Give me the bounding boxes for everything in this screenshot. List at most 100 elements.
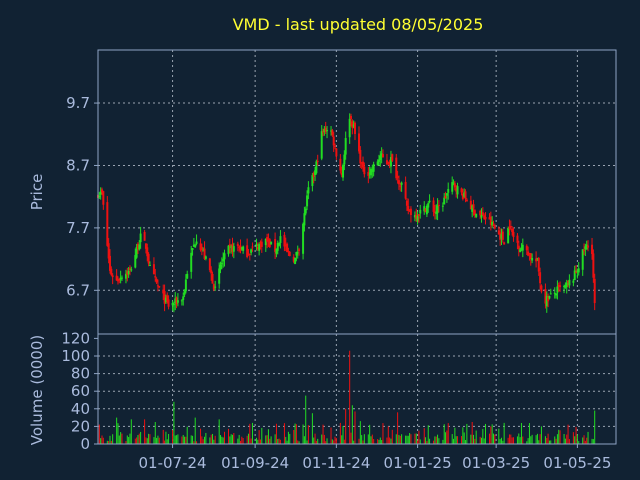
candle-down [527, 251, 530, 256]
candle-down [228, 244, 231, 246]
candle-down [312, 172, 315, 177]
candle-down [231, 243, 234, 252]
candle-up [195, 241, 198, 244]
candle-up [183, 289, 186, 295]
candle-down [415, 214, 418, 219]
candle-up [369, 169, 372, 176]
candle-up [192, 244, 195, 247]
candle-up [172, 304, 175, 306]
candle-up [423, 206, 426, 212]
candle-up [471, 205, 474, 212]
candle-down [444, 196, 447, 199]
volume-bars [97, 350, 596, 444]
candle-down [298, 249, 301, 251]
chart-title: VMD - last updated 08/05/2025 [233, 15, 484, 34]
candle-up [576, 270, 579, 272]
volume-tick-label: 40 [71, 400, 90, 418]
candle-down [316, 160, 319, 162]
candle-down [460, 188, 463, 193]
candle-down [499, 232, 502, 240]
candle-up [456, 186, 459, 195]
candle-up [279, 236, 282, 243]
candle-down [493, 226, 496, 229]
candle-up [164, 297, 167, 303]
candle-down [351, 121, 354, 128]
candle-down [166, 295, 169, 302]
candle-down [397, 180, 400, 185]
candle-up [323, 128, 326, 133]
price-tick-label: 8.7 [66, 156, 90, 174]
candle-down [332, 136, 335, 146]
candle-up [425, 205, 428, 215]
candle-up [98, 196, 101, 198]
candle-up [376, 161, 379, 166]
candle-down [286, 243, 289, 252]
candle-down [203, 248, 206, 259]
x-axis: 01-07-24 01-09-24 01-11-24 01-01-25 01-03-25… [139, 444, 611, 472]
volume-axis-label: Volume (0000) [28, 335, 46, 445]
candle-up [443, 197, 446, 205]
candle-down [324, 127, 327, 132]
candle-up [507, 227, 510, 244]
candle-down [284, 244, 287, 246]
candle-down [453, 183, 456, 188]
candle-down [100, 189, 103, 193]
candle-down [162, 289, 165, 294]
candle-up [416, 216, 419, 222]
volume-grid [98, 334, 616, 444]
candle-down [492, 224, 495, 227]
candle-down [405, 200, 408, 206]
candle-up [296, 252, 299, 254]
candle-up [441, 205, 444, 207]
candle-down [408, 209, 411, 211]
candle-up [194, 244, 197, 248]
candle-up [264, 238, 267, 246]
candle-down [350, 115, 353, 120]
candle-down [239, 245, 242, 251]
candle-up [148, 265, 151, 267]
candle-down [488, 217, 491, 220]
candle-down [497, 230, 500, 235]
candle-up [447, 188, 450, 193]
candle-down [268, 239, 271, 248]
price-axis-label: Price [28, 174, 46, 211]
candle-up [428, 200, 431, 203]
candle-down [391, 154, 394, 161]
candle-up [531, 258, 534, 261]
candle-up [379, 155, 382, 161]
candle-down [236, 243, 239, 247]
candle-down [331, 130, 334, 136]
candle-down [591, 244, 594, 254]
candle-up [219, 264, 222, 270]
candle-down [116, 280, 119, 282]
candle-down [156, 285, 159, 287]
candle-down [246, 245, 249, 258]
candle-down [547, 296, 550, 302]
candle-down [409, 208, 412, 216]
candle-up [255, 244, 258, 247]
candle-up [343, 154, 346, 165]
candle-up [276, 242, 279, 251]
candle-up [545, 295, 548, 307]
candle-down [593, 278, 596, 304]
candle-up [330, 130, 333, 132]
volume-tick-label: 20 [71, 417, 90, 435]
candle-down [525, 245, 528, 251]
candle-down [465, 199, 468, 202]
candle-up [204, 256, 207, 259]
candle-down [322, 131, 325, 133]
candle-up [184, 279, 187, 292]
candle-down [256, 247, 259, 250]
candle-up [352, 124, 355, 127]
candle-up [463, 192, 466, 197]
candle-up [294, 257, 297, 265]
candle-down [211, 273, 214, 284]
candle-up [222, 258, 225, 262]
candle-down [509, 225, 512, 227]
candle-up [380, 153, 383, 156]
candle-down [540, 285, 543, 292]
candle-down [111, 275, 114, 278]
candle-up [303, 213, 306, 226]
candle-up [555, 293, 558, 296]
